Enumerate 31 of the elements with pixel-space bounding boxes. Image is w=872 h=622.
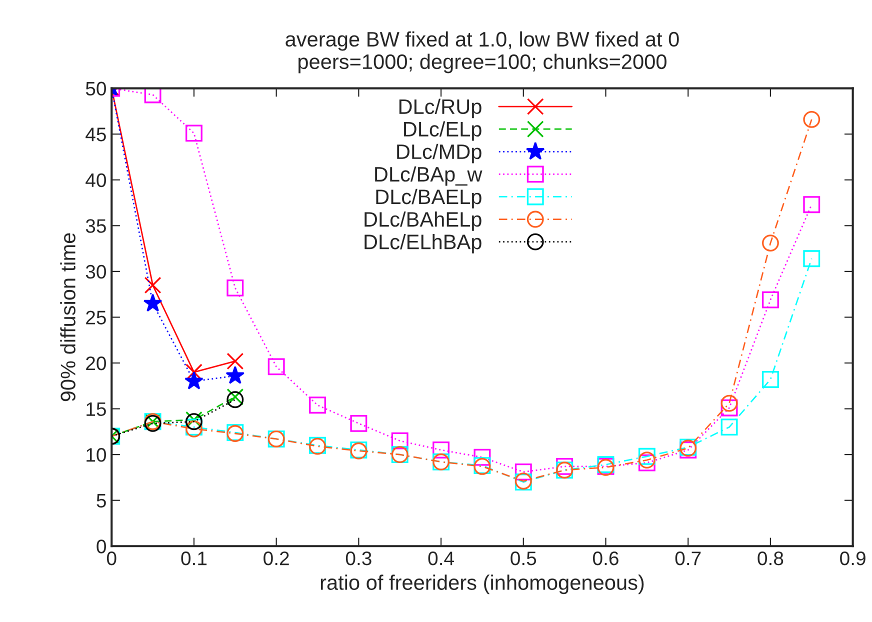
- legend-label: DLc/ELhBAp: [364, 234, 482, 254]
- x-tick-label: 0.5: [510, 551, 536, 566]
- legend-label: DLc/RUp: [399, 98, 482, 118]
- legend-label: DLc/BAp_w: [375, 166, 482, 186]
- legend-label: DLc/BAELp: [376, 188, 482, 208]
- x-tick-label: 0.2: [264, 551, 289, 566]
- legend-label: DLc/ELp: [404, 121, 482, 141]
- y-tick-label: 0: [96, 540, 106, 554]
- y-axis-title: 90% diffusion time: [60, 233, 76, 402]
- legend-label: DLc/MDp: [397, 144, 482, 164]
- y-tick-label: 45: [86, 128, 106, 142]
- x-tick-label: 0.7: [675, 551, 701, 566]
- x-tick-label: 0.1: [181, 551, 207, 566]
- x-tick-label: 0.9: [840, 551, 866, 566]
- x-tick-label: 0.8: [758, 551, 784, 566]
- legend-label: DLc/BAhELp: [364, 211, 482, 231]
- y-tick-label: 40: [86, 173, 106, 188]
- y-tick-label: 20: [86, 356, 106, 370]
- x-tick-label: 0.3: [346, 551, 372, 566]
- y-tick-label: 30: [86, 264, 106, 279]
- x-tick-label: 0.6: [592, 551, 618, 566]
- x-axis-title: ratio of freeriders (inhomogeneous): [320, 574, 644, 594]
- x-tick-label: 0.4: [428, 551, 454, 566]
- y-tick-label: 35: [86, 219, 106, 233]
- y-tick-label: 25: [86, 310, 106, 324]
- y-tick-label: 5: [96, 494, 106, 508]
- y-tick-label: 50: [86, 82, 106, 96]
- x-tick-label: 0: [106, 551, 116, 566]
- y-tick-label: 15: [86, 402, 106, 416]
- y-tick-label: 10: [86, 448, 106, 462]
- chart-title: average BW fixed at 1.0, low BW fixed at 0 peers=1000; degree=100; chunks=2000: [286, 31, 679, 74]
